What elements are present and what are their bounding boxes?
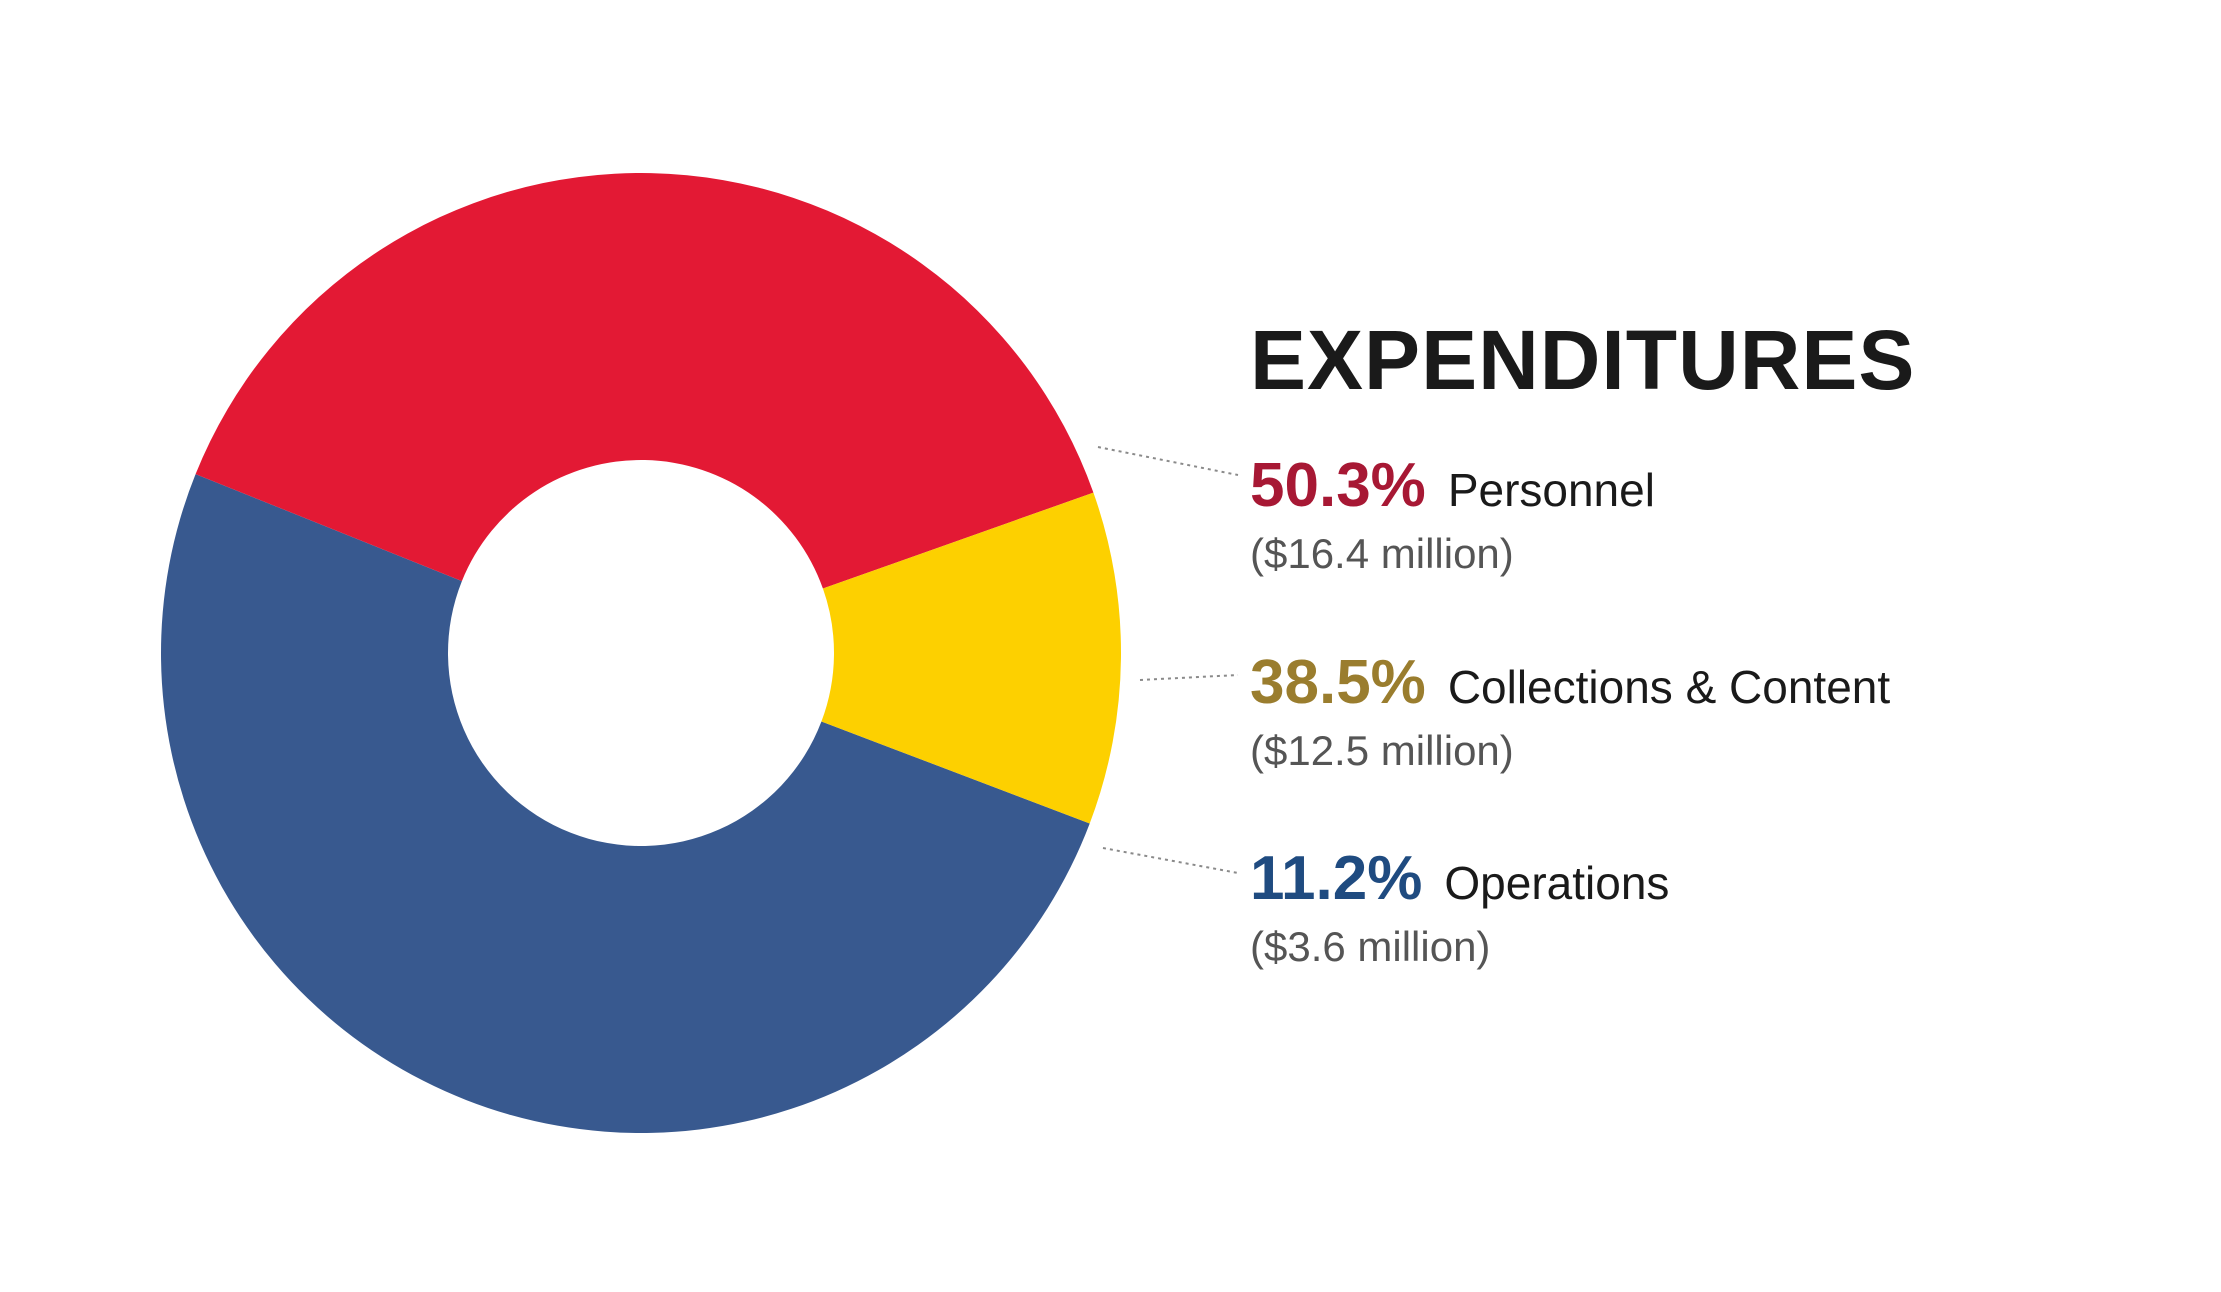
legend-entry-personnel: 50.3% Personnel ($16.4 million) (1250, 455, 1655, 575)
leader-line (1097, 446, 1239, 476)
legend-percent: 11.2% (1250, 844, 1423, 913)
legend-entry-operations: 11.2% Operations ($3.6 million) (1250, 848, 1669, 968)
leader-line (1102, 847, 1239, 874)
legend-label: Operations (1444, 857, 1670, 909)
leader-lines (1097, 446, 1239, 874)
legend-percent: 50.3% (1250, 451, 1426, 520)
leader-line (1139, 674, 1239, 681)
legend-amount: ($16.4 million) (1250, 530, 1514, 577)
slice-collections-content (195, 173, 1094, 589)
legend-label: Collections & Content (1447, 661, 1891, 713)
slice-personnel (161, 474, 1090, 1133)
legend-entry-collections: 38.5% Collections & Content ($12.5 milli… (1250, 652, 1890, 772)
legend-amount: ($3.6 million) (1250, 923, 1491, 970)
slice-operations (821, 492, 1121, 824)
chart-title: EXPENDITURES (1250, 313, 1916, 407)
legend-label: Personnel (1447, 464, 1655, 516)
legend-percent: 38.5% (1250, 648, 1426, 717)
legend-amount: ($12.5 million) (1250, 727, 1514, 774)
donut-slices (161, 173, 1121, 1133)
